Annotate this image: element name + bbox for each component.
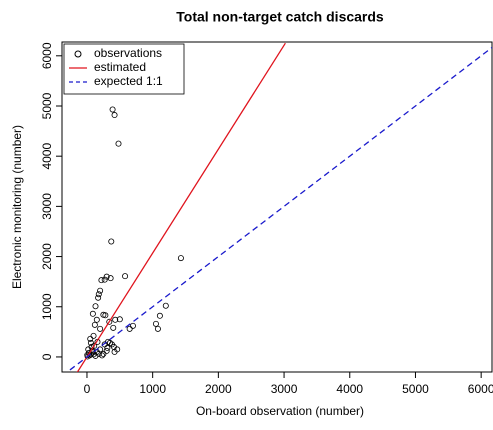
legend-label: expected 1:1 xyxy=(94,74,163,88)
observation-point xyxy=(101,276,108,283)
observation-point xyxy=(152,320,159,327)
observation-point xyxy=(90,332,97,339)
observation-point xyxy=(97,325,104,332)
observation-point xyxy=(95,291,102,298)
observation-point xyxy=(100,350,107,357)
legend-symbol xyxy=(74,50,82,58)
y-tick-label: 4000 xyxy=(40,143,54,170)
observation-point xyxy=(177,255,184,262)
y-axis-label: Electronic monitoring (number) xyxy=(10,125,24,289)
observation-point xyxy=(87,335,94,342)
observation-point xyxy=(109,106,116,113)
legend-box xyxy=(63,43,185,95)
line-solid xyxy=(76,42,286,372)
observation-point xyxy=(97,287,104,294)
observation-point xyxy=(162,302,169,309)
y-tick-label: 5000 xyxy=(40,92,54,119)
observation-point xyxy=(115,140,122,147)
observation-point xyxy=(87,339,94,346)
x-tick-label: 6000 xyxy=(468,382,493,396)
observation-point xyxy=(92,303,99,310)
observation-point xyxy=(89,310,96,317)
observation-point xyxy=(91,342,98,349)
observation-point xyxy=(112,316,119,323)
observation-point xyxy=(129,322,136,329)
observation-point xyxy=(98,277,105,284)
x-tick-label: 3000 xyxy=(271,382,298,396)
observation-point xyxy=(106,318,113,325)
observation-point xyxy=(106,339,113,346)
y-tick-label: 0 xyxy=(40,353,54,360)
legend-label: estimated xyxy=(94,60,146,74)
observation-point xyxy=(122,273,129,280)
observation-point xyxy=(103,347,110,354)
observation-point xyxy=(110,324,117,331)
observation-point xyxy=(108,238,115,245)
observation-point xyxy=(85,346,92,353)
y-tick-label: 2000 xyxy=(40,243,54,270)
observation-point xyxy=(111,112,118,119)
y-tick-label: 3000 xyxy=(40,193,54,220)
x-axis-label: On-board observation (number) xyxy=(196,404,364,418)
observation-point xyxy=(99,352,106,359)
plot-frame xyxy=(61,41,493,373)
observation-point xyxy=(95,350,102,357)
chart-title: Total non-target catch discards xyxy=(176,9,384,25)
observation-point xyxy=(154,325,161,332)
observation-point xyxy=(95,294,102,301)
x-tick-label: 1000 xyxy=(139,382,166,396)
y-tick-label: 1000 xyxy=(40,293,54,320)
observation-point xyxy=(93,316,100,323)
x-tick-label: 2000 xyxy=(205,382,232,396)
x-tick-label: 0 xyxy=(84,382,91,396)
observation-point xyxy=(103,273,110,280)
line-dashed xyxy=(66,47,492,372)
observation-point xyxy=(116,316,123,323)
observation-point xyxy=(156,312,163,319)
observation-point xyxy=(111,348,118,355)
legend-label: observations xyxy=(94,46,162,60)
observation-point xyxy=(91,321,98,328)
observation-point xyxy=(126,325,133,332)
plot-area xyxy=(66,42,492,372)
x-tick-label: 4000 xyxy=(336,382,363,396)
observation-point xyxy=(104,344,111,351)
y-tick-label: 6000 xyxy=(40,42,54,69)
observation-point xyxy=(107,275,114,282)
observation-point xyxy=(102,312,109,319)
x-tick-label: 5000 xyxy=(402,382,429,396)
